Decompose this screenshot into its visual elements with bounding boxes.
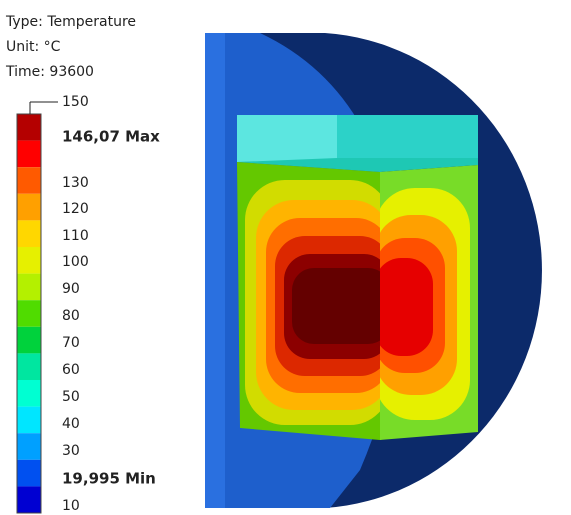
legend-band: [17, 194, 41, 221]
legend-label: 110: [62, 228, 89, 244]
legend-label: 146,07 Max: [62, 128, 160, 146]
legend-band: [17, 220, 41, 247]
legend-label: 100: [62, 254, 89, 270]
model: [205, 33, 542, 508]
legend-label: 30: [62, 443, 80, 459]
legend-band: [17, 114, 41, 141]
info-line: Time: 93600: [5, 64, 94, 80]
info-line: Type: Temperature: [5, 14, 136, 30]
legend-band: [17, 327, 41, 354]
legend-band: [17, 247, 41, 274]
legend-label: 19,995 Min: [62, 470, 156, 488]
legend: 150 146,07 Max 130 120 110 100 90 80 70 60 50 40 30 1…: [17, 94, 160, 514]
legend-label: 150: [62, 94, 89, 110]
legend-label: 130: [62, 175, 89, 191]
legend-label: 60: [62, 362, 80, 378]
legend-band: [17, 353, 41, 380]
legend-band: [17, 141, 41, 168]
legend-label: 40: [62, 416, 80, 432]
legend-label: 10: [62, 498, 80, 514]
legend-band: [17, 167, 41, 194]
legend-band: [17, 380, 41, 407]
legend-label: 120: [62, 201, 89, 217]
viewport: 150 146,07 Max 130 120 110 100 90 80 70 60 50 40 30 1…: [0, 0, 571, 515]
legend-label: 80: [62, 308, 80, 324]
legend-label: 70: [62, 335, 80, 351]
legend-band: [17, 274, 41, 301]
legend-band: [17, 433, 41, 460]
legend-band: [17, 460, 41, 487]
legend-label: 50: [62, 389, 80, 405]
legend-band: [17, 300, 41, 327]
legend-band: [17, 486, 41, 513]
legend-band: [17, 407, 41, 434]
legend-label: 90: [62, 281, 80, 297]
info-line: Unit: °C: [6, 39, 61, 55]
